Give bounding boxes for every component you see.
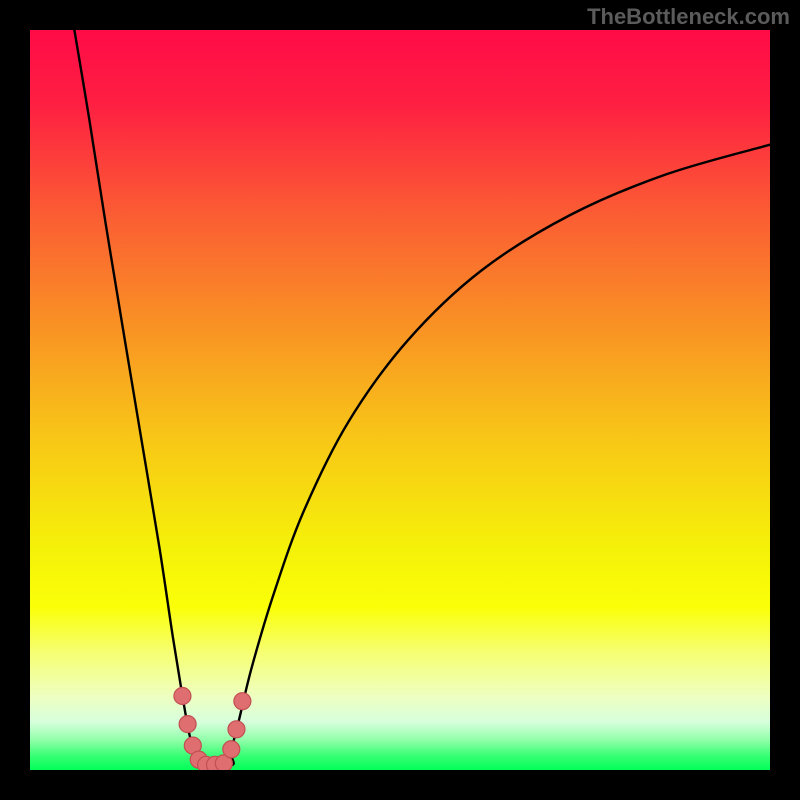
marker-dot <box>223 741 240 758</box>
marker-dot <box>174 688 191 705</box>
plot-background <box>30 30 770 770</box>
marker-dot <box>179 716 196 733</box>
chart-svg <box>0 0 800 800</box>
chart-frame: TheBottleneck.com <box>0 0 800 800</box>
marker-dot <box>228 721 245 738</box>
watermark-text: TheBottleneck.com <box>587 4 790 30</box>
marker-dot <box>234 693 251 710</box>
